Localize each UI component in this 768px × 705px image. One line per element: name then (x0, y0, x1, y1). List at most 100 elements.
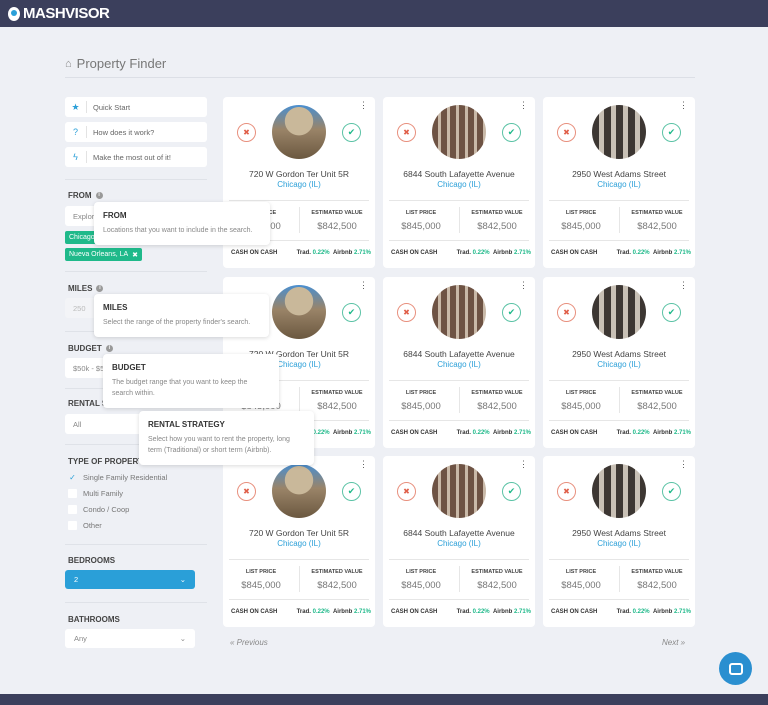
quick-start-link[interactable]: ★ Quick Start (65, 97, 207, 117)
logo[interactable]: MASHVISOR (23, 5, 110, 22)
reject-button[interactable]: ✖ (397, 123, 416, 142)
checkbox-other[interactable]: Other (68, 521, 102, 530)
more-options-icon[interactable]: ⋮ (519, 100, 528, 110)
property-address[interactable]: 2950 West Adams Street (572, 169, 666, 179)
reject-button[interactable]: ✖ (557, 302, 576, 322)
property-address[interactable]: 6844 South Lafayette Avenue (403, 169, 515, 179)
previous-page-link[interactable]: « Previous (230, 638, 268, 647)
reject-button[interactable]: ✖ (237, 123, 256, 142)
accept-button[interactable]: ✔ (342, 482, 361, 501)
accept-button[interactable]: ✔ (342, 123, 361, 142)
property-card[interactable]: ⋮ ✖ ✔ 720 W Gordon Ter Unit 5R Chicago (… (223, 456, 375, 627)
make-most-link[interactable]: ϟ Make the most out of it! (65, 147, 207, 167)
checkbox-condo[interactable]: Condo / Coop (68, 505, 129, 514)
list-price: $845,000 (401, 400, 441, 412)
divider (619, 566, 620, 592)
divider (389, 200, 529, 201)
placeholder: Explore (73, 211, 99, 221)
property-city[interactable]: Chicago (IL) (597, 180, 641, 189)
airbnb-value: 2.71% (673, 429, 691, 436)
info-icon[interactable]: i (105, 345, 113, 352)
accept-button[interactable]: ✔ (502, 123, 521, 142)
trad-label: Trad. (456, 429, 471, 436)
trad-label: Trad. (456, 609, 471, 615)
more-options-icon[interactable]: ⋮ (359, 279, 368, 290)
property-address[interactable]: 720 W Gordon Ter Unit 5R (249, 528, 349, 538)
list-price-label: LIST PRICE (405, 389, 437, 396)
property-city[interactable]: Chicago (IL) (597, 359, 641, 369)
reject-button[interactable]: ✖ (557, 482, 576, 501)
reject-button[interactable]: ✖ (397, 302, 416, 322)
property-city[interactable]: Chicago (IL) (437, 539, 481, 548)
property-card[interactable]: ⋮ ✖ ✔ 6844 South Lafayette Avenue Chicag… (383, 97, 535, 268)
property-photo[interactable] (272, 464, 326, 518)
property-city[interactable]: Chicago (IL) (437, 180, 481, 189)
property-card[interactable]: ⋮ ✖ ✔ 2950 West Adams Street Chicago (IL… (543, 276, 695, 448)
link-label: Make the most out of it! (93, 152, 171, 162)
checkbox-single-family[interactable]: ✓ Single Family Residential (68, 473, 167, 482)
accept-button[interactable]: ✔ (662, 482, 681, 501)
info-icon[interactable]: i (95, 192, 103, 199)
property-city[interactable]: Chicago (IL) (437, 359, 481, 369)
property-address[interactable]: 6844 South Lafayette Avenue (403, 348, 515, 359)
checkbox[interactable] (68, 521, 77, 530)
checkbox[interactable] (68, 505, 77, 514)
property-photo[interactable] (432, 284, 486, 339)
property-address[interactable]: 720 W Gordon Ter Unit 5R (249, 348, 349, 359)
property-photo[interactable] (592, 464, 646, 518)
bathrooms-select[interactable]: Any ⌄ (65, 629, 195, 648)
airbnb-value: 2.71% (673, 250, 691, 256)
property-photo[interactable] (432, 105, 486, 159)
property-photo[interactable] (432, 464, 486, 518)
bolt-icon: ϟ (65, 151, 87, 163)
info-icon[interactable]: i (96, 285, 104, 292)
checkbox[interactable] (68, 489, 77, 498)
property-card[interactable]: ⋮ ✖ ✔ 2950 West Adams Street Chicago (IL… (543, 97, 695, 268)
accept-button[interactable]: ✔ (502, 302, 521, 322)
estimated-value-label: ESTIMATED VALUE (631, 210, 683, 216)
reject-button[interactable]: ✖ (237, 482, 256, 501)
location-tag[interactable]: Nueva Orleans, LA ✖ (65, 248, 143, 261)
property-city[interactable]: Chicago (IL) (597, 539, 641, 548)
next-page-link[interactable]: Next » (662, 638, 686, 647)
property-city[interactable]: Chicago (IL) (277, 359, 321, 369)
property-card[interactable]: ⋮ ✖ ✔ 6844 South Lafayette Avenue Chicag… (383, 276, 535, 448)
accept-button[interactable]: ✔ (342, 302, 361, 322)
more-options-icon[interactable]: ⋮ (679, 279, 688, 290)
trad-value: 0.22% (472, 609, 490, 615)
more-options-icon[interactable]: ⋮ (679, 459, 688, 469)
more-options-icon[interactable]: ⋮ (519, 279, 528, 290)
more-options-icon[interactable]: ⋮ (359, 459, 368, 469)
reject-button[interactable]: ✖ (557, 123, 576, 142)
accept-button[interactable]: ✔ (662, 302, 681, 322)
property-address[interactable]: 720 W Gordon Ter Unit 5R (249, 169, 349, 179)
bedrooms-select[interactable]: 2 ⌄ (65, 570, 195, 589)
more-options-icon[interactable]: ⋮ (679, 100, 688, 110)
property-card[interactable]: ⋮ ✖ ✔ 2950 West Adams Street Chicago (IL… (543, 456, 695, 627)
property-photo[interactable] (272, 284, 326, 339)
property-city[interactable]: Chicago (IL) (277, 539, 321, 548)
chat-button[interactable] (719, 652, 752, 685)
property-card[interactable]: ⋮ ✖ ✔ 6844 South Lafayette Avenue Chicag… (383, 456, 535, 627)
checkbox-multi-family[interactable]: Multi Family (68, 489, 123, 498)
remove-tag-icon[interactable]: ✖ (132, 251, 139, 259)
property-address[interactable]: 2950 West Adams Street (572, 348, 666, 359)
more-options-icon[interactable]: ⋮ (519, 459, 528, 469)
checkbox-label: Other (83, 521, 102, 530)
more-options-icon[interactable]: ⋮ (359, 100, 368, 110)
reject-button[interactable]: ✖ (397, 482, 416, 501)
accept-button[interactable]: ✔ (662, 123, 681, 142)
how-it-works-link[interactable]: ? How does it work? (65, 122, 207, 142)
property-city[interactable]: Chicago (IL) (277, 180, 321, 189)
property-address[interactable]: 6844 South Lafayette Avenue (403, 528, 515, 538)
list-price-label: LIST PRICE (565, 389, 597, 396)
check-icon[interactable]: ✓ (69, 473, 76, 482)
cash-on-cash-row: CASH ON CASH Trad. 0.22% Airbnb 2.71% (391, 609, 531, 615)
property-photo[interactable] (592, 105, 646, 159)
property-address[interactable]: 2950 West Adams Street (572, 528, 666, 538)
accept-button[interactable]: ✔ (502, 482, 521, 501)
property-photo[interactable] (592, 284, 646, 339)
cash-on-cash-label: CASH ON CASH (391, 609, 438, 615)
property-photo[interactable] (272, 105, 326, 159)
estimated-value-label: ESTIMATED VALUE (631, 389, 683, 396)
